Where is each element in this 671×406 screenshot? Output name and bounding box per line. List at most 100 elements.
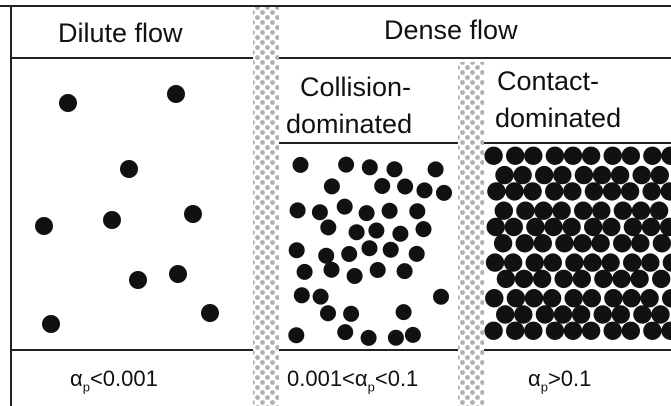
contact-particle <box>565 253 584 272</box>
contact-particle <box>524 146 543 165</box>
contact-range: >0.1 <box>547 366 592 391</box>
contact-particle <box>493 234 513 253</box>
contact-particle <box>633 305 652 324</box>
contact-particle <box>545 146 565 165</box>
collision-particle <box>361 240 378 257</box>
contact-particle <box>496 269 516 289</box>
contact-particle <box>513 165 532 185</box>
contact-particle <box>485 253 505 272</box>
dilute-particle <box>120 160 138 178</box>
contact-particle <box>641 217 661 237</box>
collision-particle <box>320 219 337 236</box>
contact-particle <box>662 289 671 308</box>
contact-particle <box>602 182 622 201</box>
contact-particle <box>603 321 622 340</box>
contact-particle <box>620 182 640 201</box>
contact-particle <box>505 182 524 201</box>
contact-particle <box>621 321 640 340</box>
contact-particle <box>601 253 620 272</box>
collision-particle <box>415 221 432 238</box>
collision-particle <box>323 261 340 278</box>
contact-particle <box>562 217 581 237</box>
contact-particle <box>661 321 671 340</box>
collision-particle <box>318 247 335 264</box>
collision-particle <box>397 178 414 195</box>
contact-particle <box>563 146 583 165</box>
dilute-particle <box>103 211 121 229</box>
collision-particle <box>368 222 385 239</box>
collision-particle <box>369 262 386 278</box>
dilute-range: <0.001 <box>89 366 158 391</box>
collision-particle <box>320 305 336 322</box>
collision-particle <box>336 198 353 215</box>
collision-particle <box>337 324 354 341</box>
contact-particle <box>610 165 630 185</box>
dilute-flow-title: Dilute flow <box>58 18 183 48</box>
contact-particle <box>563 182 582 201</box>
dilute-particle <box>169 265 187 283</box>
contact-particle <box>592 201 611 220</box>
collision-particle <box>288 242 305 259</box>
collision-particle <box>404 326 421 343</box>
contact-particle <box>563 321 583 340</box>
contact-particle <box>573 234 592 253</box>
divider-strip-left <box>253 6 279 406</box>
collision-particle <box>323 178 340 195</box>
collision-particle <box>387 329 404 346</box>
collision-particle <box>396 263 413 280</box>
contact-particle <box>564 289 583 308</box>
contact-particle <box>552 201 571 220</box>
collision-particle <box>408 245 425 262</box>
contact-particle <box>631 201 651 220</box>
contact-particle <box>553 305 573 324</box>
collision-particle <box>343 305 360 322</box>
contact-particle <box>630 269 649 289</box>
contact-particle <box>643 146 662 165</box>
contact-particle <box>524 321 543 340</box>
contact-particle <box>555 234 574 253</box>
collision-particle <box>386 161 403 178</box>
alpha-subscript: p <box>540 379 548 395</box>
contact-particle <box>662 253 671 272</box>
contact-particle <box>592 165 612 185</box>
dilute-particle <box>201 304 219 322</box>
contact-particle <box>583 253 602 272</box>
contact-particle <box>623 217 643 237</box>
contact-particle <box>524 289 544 308</box>
contact-particle <box>496 305 515 324</box>
contact-particle <box>604 289 623 308</box>
contact-particle <box>545 182 564 201</box>
dilute-particles <box>35 85 219 333</box>
contact-particle <box>660 182 671 201</box>
contact-particle <box>593 305 612 324</box>
contact-particle <box>544 217 563 237</box>
contact-title-line2: dominated <box>495 103 622 133</box>
collision-particle <box>416 182 433 199</box>
dense-flow-title: Dense flow <box>384 15 518 45</box>
contact-particle <box>554 269 573 289</box>
contact-particle <box>534 201 553 220</box>
contact-particle <box>484 146 503 165</box>
contact-particle <box>486 217 505 237</box>
contact-particle <box>533 234 552 253</box>
contact-particle <box>503 253 523 272</box>
collision-particle <box>381 202 398 219</box>
contact-particle <box>631 234 650 253</box>
collision-particle <box>392 225 409 242</box>
dilute-volume-fraction: αp<0.001 <box>70 366 158 394</box>
contact-particle <box>602 217 621 237</box>
dilute-particle <box>59 94 77 112</box>
contact-particle <box>485 289 504 308</box>
contact-particle <box>495 165 514 185</box>
collision-particle <box>289 202 306 219</box>
contact-particles <box>484 146 671 340</box>
contact-particle <box>582 289 601 308</box>
frame-lines <box>0 5 671 406</box>
contact-particle <box>613 234 632 253</box>
collision-particle <box>409 203 426 220</box>
collision-particle <box>293 287 310 304</box>
dilute-particle <box>184 205 202 223</box>
dilute-particle <box>167 85 185 103</box>
contact-particle <box>525 253 544 272</box>
